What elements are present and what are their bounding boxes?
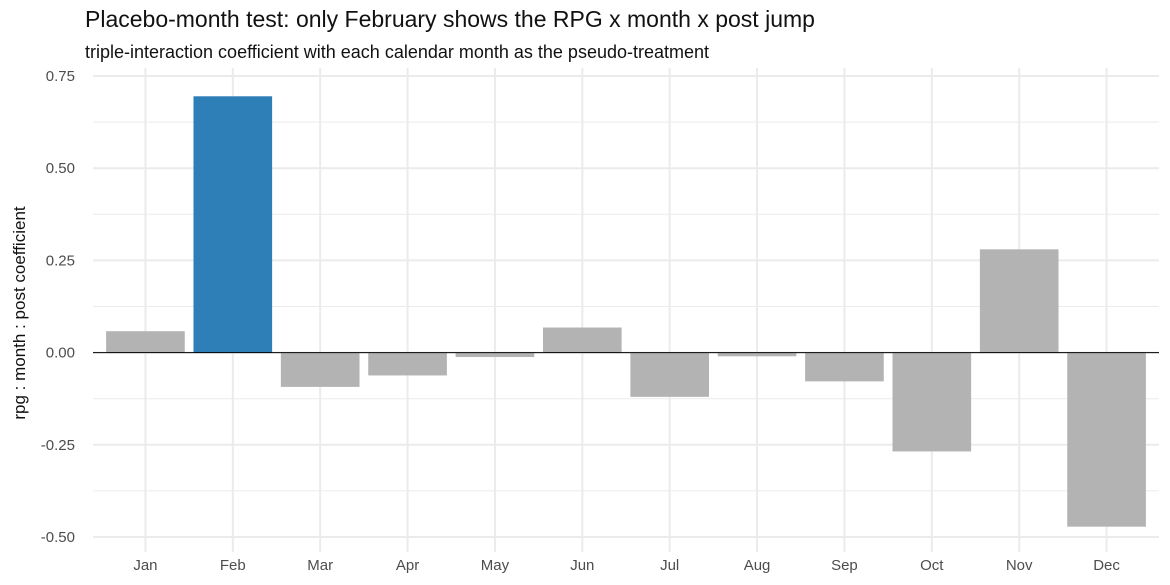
bar-oct — [892, 352, 972, 452]
x-tick-label: Jan — [133, 557, 157, 574]
bar-sep — [805, 352, 884, 382]
chart-subtitle: triple-interaction coefficient with each… — [85, 42, 710, 62]
bars — [106, 96, 1146, 527]
x-tick-label: Jul — [660, 557, 679, 574]
bar-jan — [106, 331, 185, 353]
x-tick-label: Nov — [1006, 557, 1033, 574]
bar-mar — [280, 352, 360, 387]
chart-title: Placebo-month test: only February shows … — [85, 6, 815, 32]
x-tick-label: Oct — [920, 557, 944, 574]
x-tick-label: Aug — [744, 557, 771, 574]
bar-aug — [717, 352, 797, 357]
x-tick-label: Mar — [307, 557, 333, 574]
x-axis-ticks: Jan Feb Mar Apr May Jun Jul Aug Sep Oct Nov Dec — [133, 557, 1120, 574]
x-tick-label: Jun — [570, 557, 594, 574]
bar-apr — [368, 352, 447, 376]
bar-may — [455, 352, 535, 358]
x-tick-label: Dec — [1093, 557, 1120, 574]
bar-jul — [630, 352, 710, 397]
bar-feb — [193, 96, 273, 353]
y-tick-label: -0.25 — [41, 437, 75, 454]
x-tick-label: May — [481, 557, 510, 574]
bar-dec — [1067, 352, 1146, 527]
y-tick-label: 0.25 — [46, 252, 75, 269]
bar-nov — [979, 249, 1059, 353]
y-tick-label: -0.50 — [41, 529, 75, 546]
bar-jun — [542, 327, 622, 353]
y-tick-label: 0.75 — [46, 68, 75, 85]
x-tick-label: Apr — [396, 557, 419, 574]
y-axis-ticks: 0.75 0.50 0.25 0.00 -0.25 -0.50 — [41, 68, 75, 546]
x-tick-label: Feb — [220, 557, 246, 574]
x-tick-label: Sep — [831, 557, 858, 574]
y-tick-label: 0.50 — [46, 160, 75, 177]
y-tick-label: 0.00 — [46, 345, 75, 362]
